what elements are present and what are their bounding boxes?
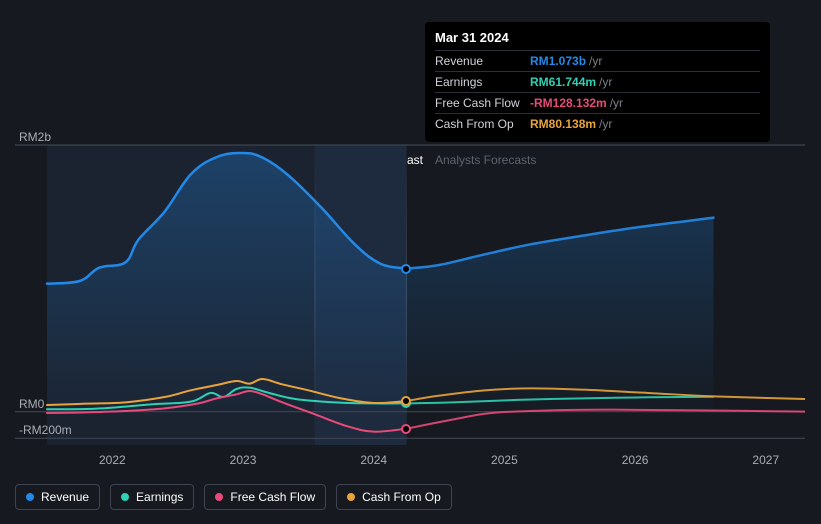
tooltip-row-0: RevenueRM1.073b/yr <box>435 50 760 71</box>
x-axis-label: 2023 <box>230 453 257 467</box>
tooltip-metric-value: RM61.744m <box>530 75 596 89</box>
legend-dot-icon <box>121 493 129 501</box>
x-axis-label: 2024 <box>360 453 387 467</box>
tooltip-date: Mar 31 2024 <box>435 30 760 50</box>
legend-dot-icon <box>347 493 355 501</box>
tooltip-metric-label: Revenue <box>435 54 530 68</box>
x-axis-label: 2026 <box>622 453 649 467</box>
financial-chart: Past Analysts Forecasts RM2bRM0-RM200m20… <box>15 125 805 480</box>
y-axis-label: RM2b <box>19 130 51 144</box>
tooltip-metric-suffix: /yr <box>610 96 623 110</box>
legend-fcf[interactable]: Free Cash Flow <box>204 484 326 510</box>
legend-revenue[interactable]: Revenue <box>15 484 100 510</box>
x-axis-label: 2027 <box>752 453 779 467</box>
legend-dot-icon <box>215 493 223 501</box>
tooltip-metric-suffix: /yr <box>599 75 612 89</box>
tooltip-card: Mar 31 2024 RevenueRM1.073b/yrEarningsRM… <box>425 22 770 142</box>
legend: Revenue Earnings Free Cash Flow Cash From O… <box>15 484 452 510</box>
legend-label: Revenue <box>41 490 89 504</box>
legend-label: Earnings <box>136 490 183 504</box>
marker-fcf <box>401 424 411 434</box>
legend-earnings[interactable]: Earnings <box>110 484 194 510</box>
legend-dot-icon <box>26 493 34 501</box>
x-axis-label: 2025 <box>491 453 518 467</box>
x-axis-label: 2022 <box>99 453 126 467</box>
tooltip-row-1: EarningsRM61.744m/yr <box>435 71 760 92</box>
y-axis-label: RM0 <box>19 397 44 411</box>
tooltip-metric-value: RM1.073b <box>530 54 586 68</box>
tooltip-metric-label: Free Cash Flow <box>435 96 530 110</box>
marker-op <box>401 396 411 406</box>
tooltip-row-2: Free Cash Flow-RM128.132m/yr <box>435 92 760 113</box>
y-axis-label: -RM200m <box>19 423 72 437</box>
marker-revenue <box>401 264 411 274</box>
legend-op[interactable]: Cash From Op <box>336 484 452 510</box>
tooltip-metric-label: Earnings <box>435 75 530 89</box>
legend-label: Cash From Op <box>362 490 441 504</box>
tooltip-metric-value: -RM128.132m <box>530 96 607 110</box>
legend-label: Free Cash Flow <box>230 490 315 504</box>
tooltip-metric-suffix: /yr <box>589 54 602 68</box>
